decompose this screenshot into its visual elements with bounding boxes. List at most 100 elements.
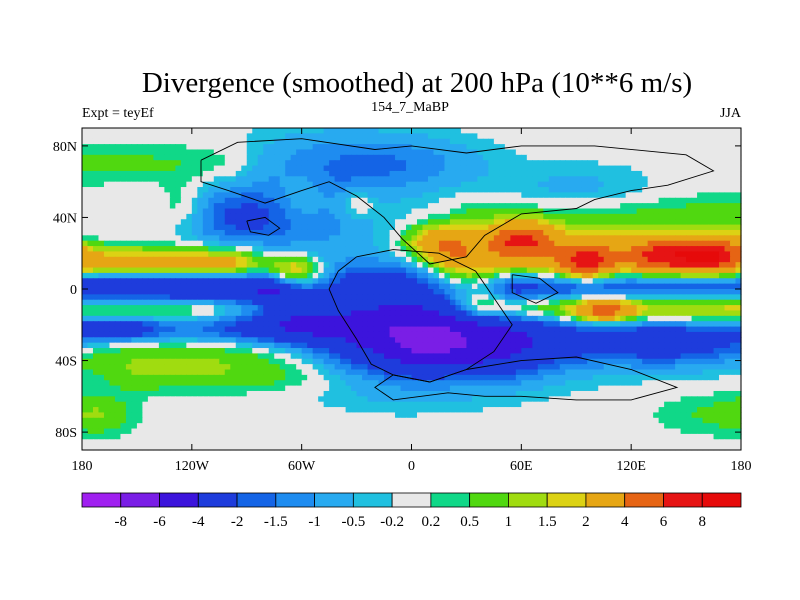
- heatmap-cell: [109, 331, 116, 338]
- heatmap-cell: [444, 197, 451, 204]
- heatmap-cell: [406, 144, 413, 151]
- heatmap-cell: [136, 299, 144, 306]
- heatmap-cell: [296, 187, 303, 193]
- heatmap-cell: [406, 251, 413, 258]
- heatmap-cell: [301, 294, 308, 301]
- heatmap-cell: [230, 203, 237, 210]
- heatmap-cell: [213, 235, 220, 242]
- heatmap-cell: [378, 165, 385, 172]
- heatmap-cell: [565, 246, 572, 253]
- heatmap-cell: [702, 315, 709, 322]
- heatmap-cell: [114, 224, 122, 231]
- heatmap-cell: [416, 267, 424, 274]
- heatmap-cell: [504, 305, 511, 312]
- heatmap-cell: [351, 229, 358, 236]
- heatmap-cell: [98, 138, 105, 145]
- heatmap-cell: [290, 246, 297, 253]
- heatmap-cell: [114, 133, 122, 140]
- heatmap-cell: [642, 251, 649, 258]
- heatmap-cell: [416, 321, 424, 328]
- heatmap-cell: [697, 321, 704, 328]
- heatmap-cell: [395, 197, 402, 204]
- heatmap-cell: [416, 229, 424, 236]
- heatmap-cell: [686, 321, 693, 328]
- heatmap-cell: [488, 326, 495, 333]
- heatmap-cell: [301, 208, 308, 215]
- heatmap-cell: [312, 289, 319, 295]
- heatmap-cell: [708, 149, 715, 156]
- heatmap-cell: [532, 133, 539, 140]
- heatmap-cell: [82, 289, 89, 295]
- heatmap-cell: [147, 262, 154, 269]
- heatmap-cell: [186, 321, 193, 328]
- heatmap-cell: [669, 262, 676, 269]
- heatmap-cell: [416, 326, 424, 333]
- heatmap-cell: [482, 208, 489, 215]
- heatmap-cell: [433, 240, 440, 247]
- heatmap-cell: [724, 272, 731, 279]
- heatmap-cell: [686, 170, 693, 177]
- heatmap-cell: [263, 235, 270, 242]
- heatmap-cell: [488, 187, 495, 193]
- heatmap-cell: [268, 176, 275, 183]
- heatmap-cell: [416, 278, 424, 285]
- heatmap-cell: [241, 331, 248, 338]
- heatmap-cell: [559, 203, 566, 210]
- heatmap-cell: [103, 337, 111, 344]
- heatmap-cell: [565, 128, 572, 134]
- heatmap-cell: [697, 240, 704, 247]
- heatmap-cell: [263, 133, 270, 140]
- heatmap-cell: [686, 310, 693, 317]
- heatmap-cell: [351, 208, 358, 215]
- heatmap-cell: [680, 192, 687, 199]
- heatmap-cell: [395, 256, 402, 263]
- heatmap-cell: [427, 305, 435, 312]
- heatmap-cell: [730, 315, 737, 322]
- heatmap-cell: [367, 283, 374, 290]
- heatmap-cell: [219, 154, 226, 161]
- heatmap-cell: [158, 224, 165, 231]
- heatmap-cell: [230, 224, 237, 231]
- heatmap-cell: [131, 310, 138, 317]
- heatmap-cell: [252, 278, 259, 285]
- heatmap-cell: [384, 154, 391, 161]
- heatmap-cell: [576, 229, 583, 236]
- heatmap-cell: [109, 235, 116, 242]
- heatmap-cell: [230, 315, 237, 322]
- heatmap-cell: [521, 224, 528, 231]
- heatmap-cell: [603, 326, 610, 333]
- heatmap-cell: [263, 203, 270, 210]
- heatmap-cell: [98, 251, 105, 258]
- heatmap-cell: [499, 149, 506, 156]
- heatmap-cell: [697, 197, 704, 204]
- heatmap-cell: [323, 315, 330, 322]
- heatmap-cell: [373, 267, 380, 274]
- heatmap-cell: [411, 246, 418, 253]
- heatmap-cell: [488, 240, 495, 247]
- heatmap-cell: [609, 160, 616, 167]
- heatmap-cell: [664, 331, 671, 338]
- heatmap-cell: [362, 187, 369, 193]
- heatmap-cell: [504, 133, 511, 140]
- heatmap-cell: [565, 144, 572, 151]
- heatmap-cell: [131, 133, 138, 140]
- heatmap-cell: [235, 321, 242, 328]
- heatmap-cell: [504, 170, 511, 177]
- heatmap-cell: [279, 299, 286, 306]
- heatmap-cell: [235, 294, 242, 301]
- heatmap-cell: [395, 272, 402, 279]
- heatmap-cell: [548, 256, 555, 263]
- heatmap-cell: [521, 337, 528, 344]
- heatmap-cell: [158, 229, 165, 236]
- heatmap-cell: [98, 348, 105, 354]
- heatmap-cell: [587, 289, 594, 295]
- heatmap-cell: [395, 208, 402, 215]
- heatmap-cell: [169, 337, 176, 344]
- heatmap-cell: [675, 337, 682, 344]
- heatmap-cell: [367, 299, 374, 306]
- heatmap-cell: [147, 165, 154, 172]
- heatmap-cell: [576, 289, 583, 295]
- heatmap-cell: [537, 181, 544, 188]
- heatmap-cell: [680, 305, 687, 312]
- heatmap-cell: [532, 144, 539, 151]
